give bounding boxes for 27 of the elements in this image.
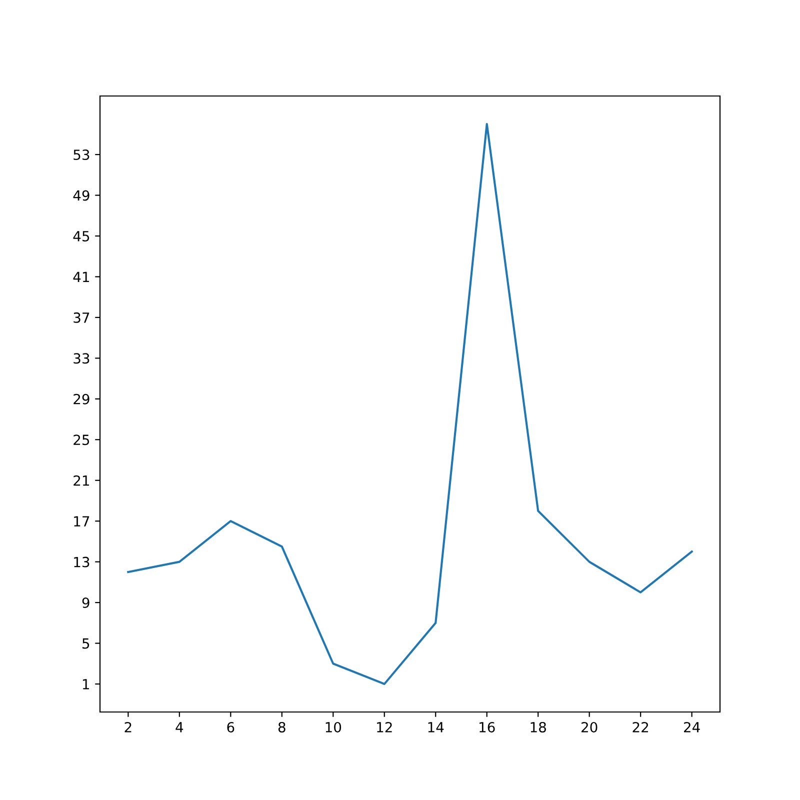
y-tick-label: 17	[74, 516, 90, 526]
y-tick-label: 21	[74, 475, 89, 486]
y-tick-label: 1	[82, 679, 89, 690]
x-tick-label: 16	[480, 722, 495, 732]
x-tick-label: 12	[377, 722, 392, 732]
y-tick-label: 53	[74, 150, 90, 160]
x-tick-label: 10	[326, 722, 342, 732]
y-tick-label: 33	[74, 353, 90, 364]
y-tick-label: 5	[82, 638, 90, 649]
x-tick-label: 2	[124, 722, 132, 732]
x-tick-label: 14	[428, 722, 444, 732]
y-tick-label: 13	[74, 556, 90, 568]
y-tick-label: 29	[74, 394, 90, 404]
x-tick-label: 18	[530, 722, 546, 732]
x-tick-label: 8	[278, 722, 286, 732]
x-tick-label: 20	[582, 722, 598, 732]
x-tick-label: 22	[632, 722, 648, 732]
line-series	[127, 122, 693, 686]
x-tick-label: 4	[176, 722, 184, 732]
y-tick-label: 37	[74, 312, 90, 323]
y-tick-label: 49	[73, 190, 90, 201]
y-tick-label: 41	[73, 272, 89, 282]
x-tick-label: 24	[684, 722, 700, 732]
y-tick-label: 9	[82, 598, 90, 608]
x-tick-label: 6	[227, 722, 234, 732]
y-tick-label: 45	[73, 231, 90, 242]
y-tick-label: 25	[74, 434, 90, 446]
